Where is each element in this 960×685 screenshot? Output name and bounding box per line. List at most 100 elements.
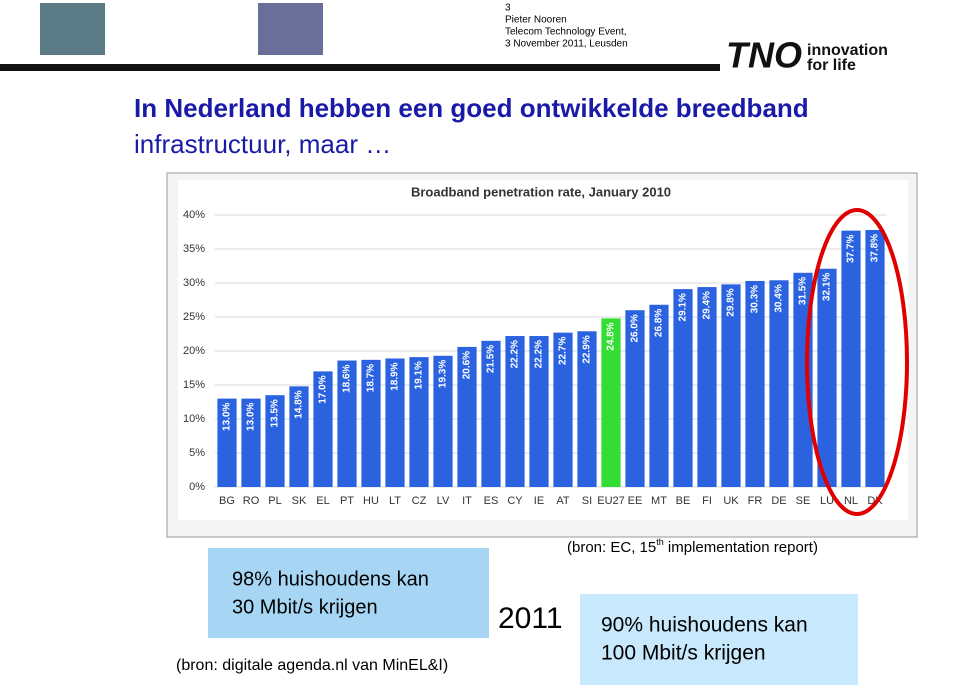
value-label: 19.1% xyxy=(414,361,425,389)
box-text: 30 Mbit/s krijgen xyxy=(232,596,378,618)
x-tick-label: BG xyxy=(219,495,235,507)
y-tick-label: 5% xyxy=(189,447,205,459)
bar xyxy=(841,230,861,487)
chart-title: Broadband penetration rate, January 2010 xyxy=(411,184,671,199)
x-tick-label: CY xyxy=(507,495,523,507)
source: (bron: EC, 15th implementation report) xyxy=(567,537,818,556)
value-label: 13.0% xyxy=(222,402,233,430)
value-label: 37.8% xyxy=(870,234,881,262)
x-tick-label: UK xyxy=(723,495,739,507)
bar xyxy=(625,310,645,487)
x-tick-label: AT xyxy=(556,495,570,507)
x-tick-label: EE xyxy=(628,495,643,507)
x-tick-label: SI xyxy=(582,495,592,507)
value-label: 18.7% xyxy=(366,364,377,392)
bar xyxy=(601,318,621,487)
value-label: 13.0% xyxy=(246,402,257,430)
value-label: 31.5% xyxy=(798,277,809,305)
x-tick-label: CZ xyxy=(412,495,427,507)
bar xyxy=(337,360,357,487)
x-tick-label: RO xyxy=(243,495,260,507)
value-label: 26.0% xyxy=(630,314,641,342)
bar xyxy=(289,386,309,487)
value-label: 30.4% xyxy=(774,284,785,312)
bar xyxy=(313,371,333,487)
bar xyxy=(265,395,285,487)
y-tick-label: 15% xyxy=(183,379,205,391)
value-label: 13.5% xyxy=(270,399,281,427)
box-text: 90% huishoudens kan xyxy=(601,614,808,637)
date: 3 November 2011, Leusden xyxy=(505,39,628,50)
y-tick-label: 30% xyxy=(183,277,205,289)
photo xyxy=(40,3,105,55)
y-tick-label: 10% xyxy=(183,413,205,425)
bar xyxy=(697,287,717,487)
header-bar xyxy=(0,64,960,71)
source-text: implementation report) xyxy=(664,539,818,556)
x-tick-label: DE xyxy=(771,495,786,507)
x-tick-label: NL xyxy=(844,495,858,507)
page-number: 3 xyxy=(505,3,511,14)
info-box xyxy=(580,594,858,685)
value-label: 14.8% xyxy=(294,390,305,418)
y-tick-label: 40% xyxy=(183,209,205,221)
bar xyxy=(217,398,237,487)
bar xyxy=(721,284,741,487)
value-label: 21.5% xyxy=(486,345,497,373)
bar xyxy=(385,358,405,487)
x-tick-label: PT xyxy=(340,495,354,507)
logo: TNO xyxy=(726,35,802,76)
event: Telecom Technology Event, xyxy=(505,27,627,38)
x-tick-label: HU xyxy=(363,495,379,507)
value-label: 29.4% xyxy=(702,291,713,319)
x-tick-label: FI xyxy=(702,495,712,507)
x-tick-label: EU27 xyxy=(597,495,625,507)
author: Pieter Nooren xyxy=(505,15,567,26)
bar xyxy=(577,331,597,487)
x-tick-label: IT xyxy=(462,495,472,507)
logo-bg xyxy=(720,40,960,72)
source-text: (bron: EC, 15 xyxy=(567,539,656,556)
value-label: 17.0% xyxy=(318,375,329,403)
x-tick-label: BE xyxy=(676,495,691,507)
bar xyxy=(505,336,525,487)
box-text: 98% huishoudens kan xyxy=(232,568,429,590)
bar xyxy=(769,280,789,487)
bar xyxy=(433,355,453,487)
x-tick-label: LU xyxy=(820,495,834,507)
bar xyxy=(865,229,885,487)
value-label: 20.6% xyxy=(462,351,473,379)
box-text: 100 Mbit/s krijgen xyxy=(601,642,766,665)
bar xyxy=(673,289,693,487)
value-label: 24.8% xyxy=(606,322,617,350)
y-tick-label: 35% xyxy=(183,243,205,255)
bar xyxy=(241,398,261,487)
y-tick-label: 20% xyxy=(183,345,205,357)
x-tick-label: LV xyxy=(437,495,450,507)
y-tick-label: 0% xyxy=(189,481,205,493)
value-label: 22.2% xyxy=(534,340,545,368)
x-tick-label: ES xyxy=(484,495,499,507)
source-sup: th xyxy=(656,537,664,547)
bar xyxy=(361,359,381,487)
x-tick-label: PL xyxy=(268,495,281,507)
title: infrastructuur, maar … xyxy=(134,129,391,159)
value-label: 22.9% xyxy=(582,335,593,363)
highlight-ellipse xyxy=(805,208,909,516)
value-label: 29.8% xyxy=(726,288,737,316)
value-label: 37.7% xyxy=(846,235,857,263)
bar xyxy=(649,304,669,487)
x-tick-label: LT xyxy=(389,495,401,507)
x-tick-label: FR xyxy=(748,495,763,507)
value-label: 29.1% xyxy=(678,293,689,321)
x-tick-label: MT xyxy=(651,495,667,507)
info-box xyxy=(208,548,489,638)
bar xyxy=(409,357,429,487)
bar xyxy=(817,268,837,487)
value-label: 30.3% xyxy=(750,285,761,313)
tagline: for life xyxy=(807,57,856,74)
x-tick-label: SK xyxy=(292,495,307,507)
y-tick-label: 25% xyxy=(183,311,205,323)
bar xyxy=(553,332,573,487)
x-tick-label: SE xyxy=(796,495,811,507)
